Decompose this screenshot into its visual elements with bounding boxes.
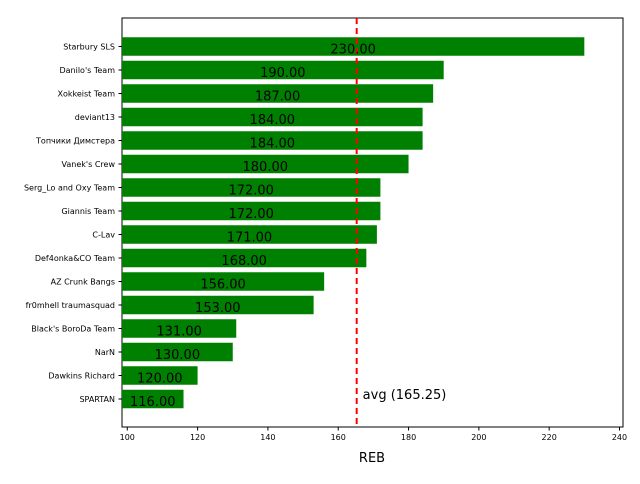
bar-value-label: 153.00: [195, 301, 241, 316]
y-tick-label: Serg_Lo and Oxy Team: [24, 184, 115, 193]
bar: [122, 37, 585, 56]
x-tick-label: 140: [260, 433, 275, 442]
y-tick-label: Vanek's Crew: [62, 160, 116, 169]
bar-value-label: 171.00: [227, 231, 273, 246]
x-tick-label: 220: [542, 433, 557, 442]
y-tick-label: AZ Crunk Bangs: [51, 278, 115, 287]
x-tick-label: 160: [331, 433, 346, 442]
bar: [122, 131, 423, 150]
x-tick-label: 180: [401, 433, 416, 442]
bar: [122, 295, 314, 315]
y-tick-label: Starbury SLS: [63, 43, 115, 52]
x-tick-label: 240: [612, 433, 627, 442]
average-label: avg (165.25): [363, 388, 447, 403]
x-axis: 100 120 140 160 180 200 220 240: [120, 427, 627, 442]
y-tick-label: Топчики Димстера: [35, 137, 115, 146]
x-axis-label: REB: [359, 451, 385, 466]
bar-value-label: 230.00: [330, 43, 376, 58]
y-tick-label: Black's BoroDa Team: [31, 325, 115, 334]
value-label-group: 230.00 190.00 187.00 184.00 184.00 180.00 172.…: [130, 43, 376, 411]
bar-value-label: 172.00: [228, 184, 274, 199]
y-tick-label: NarN: [95, 348, 115, 357]
y-tick-label: SPARTAN: [79, 395, 115, 404]
bar-value-label: 180.00: [243, 160, 289, 175]
bar-value-label: 168.00: [221, 254, 267, 269]
average-group: avg (165.25): [355, 18, 447, 427]
bar-value-label: 156.00: [200, 278, 246, 293]
bar: [122, 60, 444, 80]
bar: [122, 319, 237, 338]
bar: [122, 178, 381, 197]
bar: [122, 154, 409, 174]
y-tick-label: Xokkeist Team: [58, 90, 116, 99]
bar-value-label: 172.00: [228, 207, 274, 222]
y-tick-label: Giannis Team: [61, 207, 115, 216]
bar-group: [122, 37, 585, 409]
bar: [122, 272, 325, 291]
bar-value-label: 116.00: [130, 395, 176, 410]
bar: [122, 225, 377, 244]
bar: [122, 201, 381, 221]
bar: [122, 389, 184, 409]
x-tick-label: 120: [190, 433, 205, 442]
bar-value-label: 184.00: [250, 113, 296, 128]
bar-value-label: 184.00: [250, 137, 296, 152]
bar-value-label: 120.00: [137, 372, 183, 387]
bar-value-label: 130.00: [155, 348, 201, 363]
plot-area: [121, 17, 624, 428]
bar-value-label: 131.00: [156, 325, 202, 340]
bar-value-label: 190.00: [260, 66, 306, 81]
y-axis: Starbury SLS Danilo's Team Xokkeist Team de…: [24, 43, 122, 404]
x-tick-label: 100: [120, 433, 135, 442]
bar: [122, 342, 233, 362]
x-tick-label: 200: [471, 433, 486, 442]
bar: [122, 248, 367, 268]
y-tick-label: deviant13: [75, 113, 115, 122]
bar: [122, 366, 198, 385]
y-tick-label: Def4onka&CO Team: [35, 254, 115, 263]
y-tick-label: fr0mhell traumasquad: [26, 301, 115, 310]
bar: [122, 84, 434, 103]
bar-value-label: 187.00: [255, 90, 301, 105]
y-tick-label: Danilo's Team: [59, 66, 115, 75]
y-tick-label: Dawkins Richard: [48, 372, 115, 381]
bar: [122, 107, 423, 127]
y-tick-label: C-Lav: [92, 231, 115, 240]
